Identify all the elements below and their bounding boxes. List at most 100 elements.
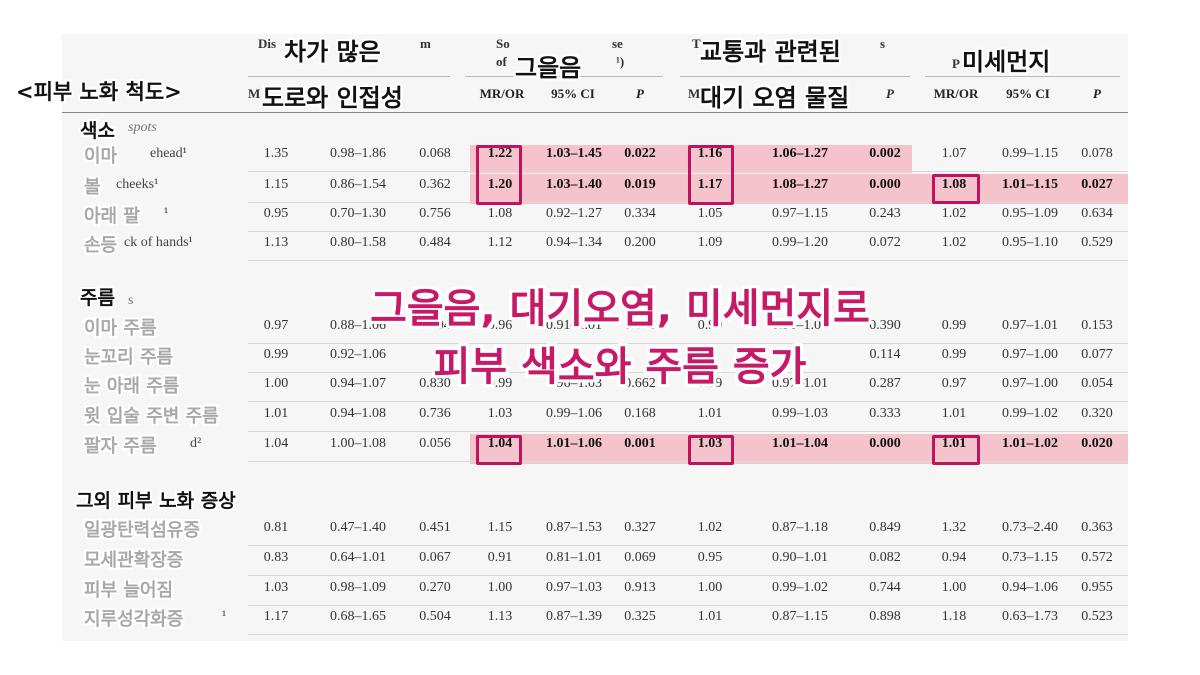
table-cell: 0.95–1.09 [1002,206,1058,221]
row-label-ko: 모세관확장증 [84,550,184,571]
table-cell: 0.87–1.15 [772,609,828,624]
table-cell: 1.05 [697,206,723,221]
table-cell: 1.18 [941,609,967,624]
table-cell: 0.81 [263,520,289,535]
highlight-forehead [470,145,912,173]
table-cell: 0.70–1.30 [330,206,386,221]
header-fragment: se [612,36,623,51]
row-label-ko: 손등 [84,235,118,256]
header-rule [680,76,910,77]
table-cell: 0.83 [263,550,289,565]
table-cell: 0.504 [419,318,451,333]
table-cell: 0.99 [941,347,967,362]
table-cell: 0.077 [1081,347,1113,362]
caption-line-1: 그을음, 대기오염, 미세먼지로 [370,286,870,332]
subheader-mr: MR/OR [479,86,525,101]
table-cell: 1.01–1.15 [1002,177,1058,192]
table-cell: 1.13 [487,609,513,624]
box-traffic-spots [688,145,734,205]
table-cell: 0.662 [624,376,656,391]
table-cell: 1.01 [263,406,289,421]
table-cell: 0.153 [1081,318,1113,333]
table-cell: 0.99 [263,347,289,362]
header-fragment: P [886,86,894,101]
table-cell: 0.067 [419,550,451,565]
table-cell: 1.17 [263,609,289,624]
table-cell: 0.98–1.09 [330,580,386,595]
table-cell: 0.634 [1081,206,1113,221]
header-fragment: s [880,36,886,51]
box-soot-spots [476,145,522,205]
table-cell: 0.270 [419,580,451,595]
table-cell: 1.22 [487,146,513,161]
header-rule [465,76,663,77]
caption-line-2: 피부 색소와 주름 증가 [433,344,807,390]
header-bottom-rule [62,112,1128,113]
table-cell: 0.97 [263,318,289,333]
table-cell: 0.99 [697,376,723,391]
table-cell: 1.01 [941,406,967,421]
table-cell: 0.363 [1081,520,1113,535]
table-cell: 1.08 [941,177,967,192]
table-cell: 0.078 [624,318,656,333]
table-cell: 0.95–1.10 [1002,235,1058,250]
row-label-ko: 윗 입술 주변 주름 [84,406,219,427]
table-cell: 0.80–1.58 [330,235,386,250]
row-divider [248,634,1128,635]
group-title-soot: 그을음 [515,54,582,82]
table-cell: 0.99 [941,318,967,333]
table-cell: 1.07 [941,146,967,161]
table-cell: 1.01–1.06 [546,436,602,451]
row-divider [248,605,1128,606]
table-cell: 0.022 [624,146,656,161]
table-cell: 0.97–1.01 [772,376,828,391]
table-cell: 0.001 [624,436,656,451]
section-title-pigment: 색소 [80,120,115,142]
table-cell: 0.81–1.01 [546,550,602,565]
row-label-en: ¹ [222,609,227,624]
header-fragment: T [692,36,701,51]
table-cell: 0.000 [869,436,901,451]
row-divider [248,545,1128,546]
header-fragment: So [496,36,510,51]
table-cell: 1.01–1.04 [772,436,828,451]
table-cell: 0.96–1.03 [546,376,602,391]
table-cell: 0.830 [419,376,451,391]
table-cell: 1.01 [697,406,723,421]
group-title-traffic-1: 차가 많은 [284,38,381,66]
subheader-ci: 95% CI [551,86,595,101]
subheader-ci: 95% CI [1006,86,1050,101]
subheader-p: P [1093,86,1101,101]
table-cell: 0.94–1.34 [546,235,602,250]
table-cell: 1.01–1.02 [1002,436,1058,451]
table-cell: 1.15 [263,177,289,192]
table-cell: 0.200 [624,235,656,250]
section-title-wrinkles-en: s [128,293,134,308]
table-cell: 1.02 [697,520,723,535]
row-label-en: d² [190,436,202,451]
table-cell: 1.04 [263,436,289,451]
table-cell: 0.529 [1081,235,1113,250]
table-cell: 1.04 [487,436,513,451]
row-label-ko: 팔자 주름 [84,436,157,457]
row-divider [248,260,1128,261]
table-cell: 0.97 [941,376,967,391]
table-cell: 0.504 [419,609,451,624]
header-fragment: P [952,56,960,71]
table-cell: 0.97–1.03 [546,580,602,595]
row-label-en: ehead¹ [150,146,187,161]
table-cell: 0.913 [624,580,656,595]
row-label-ko: 이마 주름 [84,318,157,339]
group-title-traffic-pollution-1: 교통과 관련된 [700,38,841,66]
table-cell: 1.08–1.27 [772,177,828,192]
table-cell: 0.333 [869,406,901,421]
table-cell: 0.362 [419,177,451,192]
table-cell: 0.736 [419,406,451,421]
table-cell: 0.63–1.73 [1002,609,1058,624]
row-label-ko: 이마 [84,146,118,167]
box-pm-nasolabial [932,435,980,465]
table-cell: 0.90–1.01 [772,550,828,565]
table-cell: 1.17 [697,177,723,192]
table-cell: 1.32 [941,520,967,535]
table-cell: 0.078 [1081,146,1113,161]
